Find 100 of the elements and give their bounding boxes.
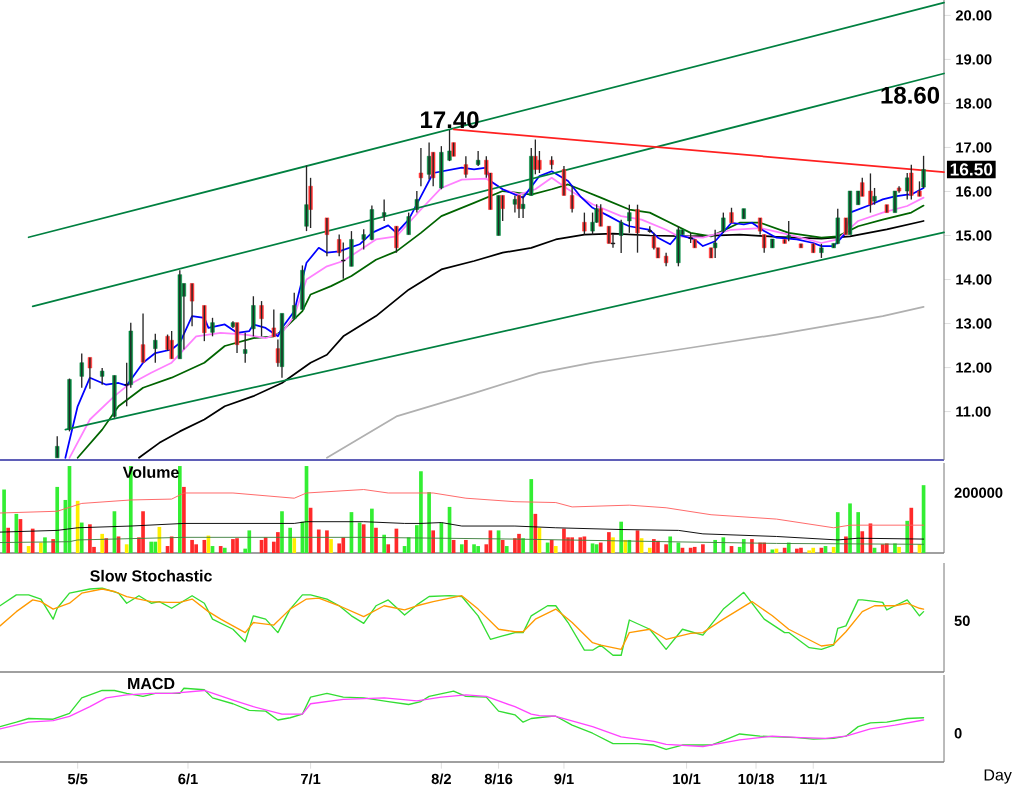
bar (713, 539, 717, 553)
bar (235, 538, 239, 553)
bar (562, 528, 566, 553)
bar (795, 548, 799, 553)
bar (153, 541, 158, 553)
bar (276, 532, 280, 553)
candlestick (361, 228, 366, 251)
y-tick-label: 20.00 (955, 10, 992, 21)
candlestick (406, 211, 411, 236)
y-tick-label: 17.00 (956, 142, 992, 153)
x-tick-label: 11/1 (800, 773, 827, 785)
text: 0 (954, 728, 962, 739)
bar (799, 547, 803, 553)
candlestick (676, 225, 681, 267)
candlestick (721, 211, 726, 234)
candlestick (243, 332, 248, 364)
candlestick (582, 211, 587, 236)
bar (611, 537, 615, 553)
bar (598, 542, 603, 553)
y-tick-label: 19.00 (956, 54, 992, 65)
bar (664, 544, 668, 553)
candlestick (619, 218, 624, 254)
bar (247, 530, 252, 553)
candlestick (259, 300, 264, 337)
bar (280, 511, 284, 553)
bar (419, 471, 423, 553)
candlestick (394, 225, 399, 254)
annotation: 16.50 (950, 163, 993, 176)
bar (459, 544, 464, 553)
bar (370, 508, 374, 553)
line-series (138, 220, 925, 459)
candlestick (300, 264, 305, 311)
x-tick-label: 5/5 (67, 773, 88, 785)
bar (231, 539, 235, 553)
bar (39, 542, 43, 553)
bar (182, 486, 186, 553)
bar (431, 530, 436, 553)
text: 200000 (954, 487, 1003, 498)
bar (341, 537, 346, 553)
bar (831, 546, 836, 553)
candlestick (447, 129, 452, 162)
candlestick (153, 332, 158, 364)
bar (149, 541, 154, 553)
bar (124, 544, 129, 553)
bar (386, 544, 391, 553)
bar (55, 486, 60, 553)
bar (222, 547, 227, 553)
candlestick (909, 163, 914, 201)
candlestick (112, 374, 117, 419)
candlestick (786, 220, 791, 242)
candlestick (627, 204, 632, 234)
bar (100, 533, 105, 553)
bar (578, 537, 583, 553)
bar (464, 539, 468, 553)
candlestick (271, 308, 276, 338)
bar (79, 522, 84, 553)
bar (329, 539, 333, 553)
line-series (326, 305, 925, 459)
candlestick (835, 207, 840, 245)
x-tick-label: 6/1 (178, 773, 198, 785)
candlestick (292, 292, 297, 320)
candlestick (798, 243, 804, 249)
bar (177, 466, 182, 553)
bar (521, 538, 525, 553)
candlestick (251, 295, 256, 337)
y-tick-label: 11.00 (956, 406, 991, 417)
candlestick (55, 435, 60, 459)
candlestick (635, 204, 640, 254)
candlestick (202, 304, 207, 342)
bar (2, 489, 6, 553)
bar (476, 546, 480, 553)
candlestick (868, 172, 873, 214)
bar (141, 511, 145, 553)
bar (811, 547, 816, 553)
bar (88, 524, 92, 553)
y-tick-label: 14.00 (956, 274, 992, 285)
x-tick-label: 9/1 (554, 773, 574, 785)
chart-title: MACD (128, 677, 175, 690)
candlestick (341, 241, 346, 280)
x-tick-label: 8/2 (431, 773, 451, 785)
text: 50 (954, 615, 970, 626)
bar (652, 539, 656, 553)
y-tick-label: 16.00 (956, 186, 992, 197)
candlestick (349, 230, 354, 267)
bar (897, 546, 901, 553)
candlestick (590, 211, 595, 236)
candlestick (169, 330, 174, 360)
x-tick-label: 10/18 (738, 773, 774, 785)
x-tick-label: 10/1 (673, 773, 701, 785)
y-tick-label: 13.00 (956, 318, 992, 329)
bar (361, 524, 366, 553)
bar (607, 532, 611, 553)
y-tick-label: 12.00 (956, 362, 992, 373)
bar (427, 492, 431, 553)
candlestick (210, 317, 215, 337)
bar (202, 539, 207, 553)
bar (104, 538, 109, 553)
bar (517, 533, 521, 553)
bar (619, 521, 624, 553)
candlestick (439, 145, 444, 190)
